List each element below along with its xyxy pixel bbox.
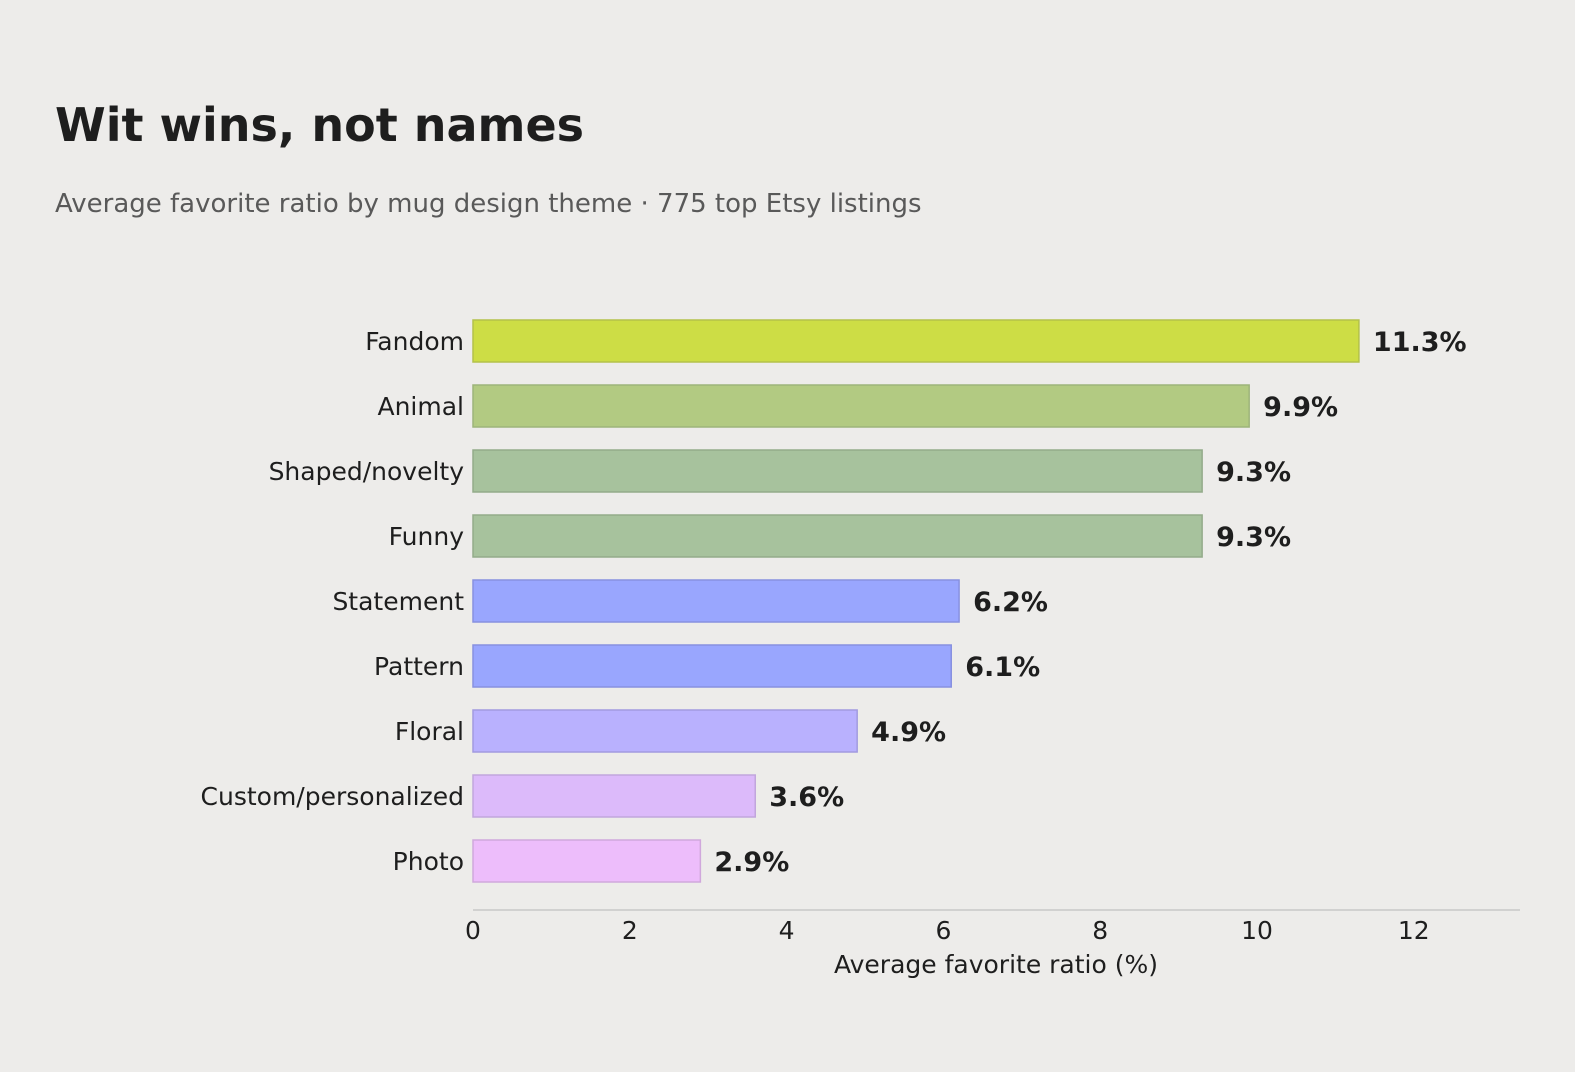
value-label: 9.3%: [1216, 457, 1291, 488]
bar: [472, 774, 756, 818]
bar: [472, 384, 1250, 428]
bar: [472, 319, 1360, 363]
chart-subtitle: Average favorite ratio by mug design the…: [55, 189, 922, 219]
x-tick-label: 12: [1398, 916, 1430, 945]
value-label: 9.3%: [1216, 522, 1291, 553]
category-label: Shaped/novelty: [269, 457, 465, 486]
category-label: Fandom: [365, 327, 464, 356]
value-label: 4.9%: [871, 717, 946, 748]
value-label: 9.9%: [1263, 392, 1338, 423]
x-tick-label: 8: [1092, 916, 1108, 945]
value-labels-group: 11.3% 9.9% 9.3% 9.3% 6.2% 6.1% 4.9% 3.6% 2.9%: [714, 327, 1466, 878]
bars-group: [472, 319, 1360, 883]
bar: [472, 514, 1203, 558]
x-tick-label: 0: [465, 916, 481, 945]
bar: [472, 579, 960, 623]
category-label: Floral: [395, 717, 464, 746]
value-label: 2.9%: [714, 847, 789, 878]
category-label: Pattern: [374, 652, 464, 681]
x-tick-label: 2: [622, 916, 638, 945]
value-label: 6.2%: [973, 587, 1048, 618]
category-label: Photo: [393, 847, 464, 876]
value-label: 3.6%: [769, 782, 844, 813]
value-label: 11.3%: [1373, 327, 1467, 358]
x-tick-labels-group: 0 2 4 6 8 10 12: [465, 916, 1430, 945]
bar: [472, 644, 952, 688]
category-label: Statement: [332, 587, 464, 616]
x-tick-label: 4: [779, 916, 795, 945]
bar: [472, 709, 858, 753]
category-label: Animal: [377, 392, 464, 421]
x-axis-title: Average favorite ratio (%): [834, 950, 1158, 979]
bar: [472, 449, 1203, 493]
category-label: Funny: [389, 522, 465, 551]
value-label: 6.1%: [965, 652, 1040, 683]
category-labels-group: Fandom Animal Shaped/novelty Funny Statement…: [201, 327, 465, 876]
x-tick-label: 10: [1241, 916, 1273, 945]
chart-title: Wit wins, not names: [55, 98, 585, 152]
bar: [472, 839, 702, 883]
x-tick-label: 6: [935, 916, 951, 945]
category-label: Custom/personalized: [201, 782, 464, 811]
